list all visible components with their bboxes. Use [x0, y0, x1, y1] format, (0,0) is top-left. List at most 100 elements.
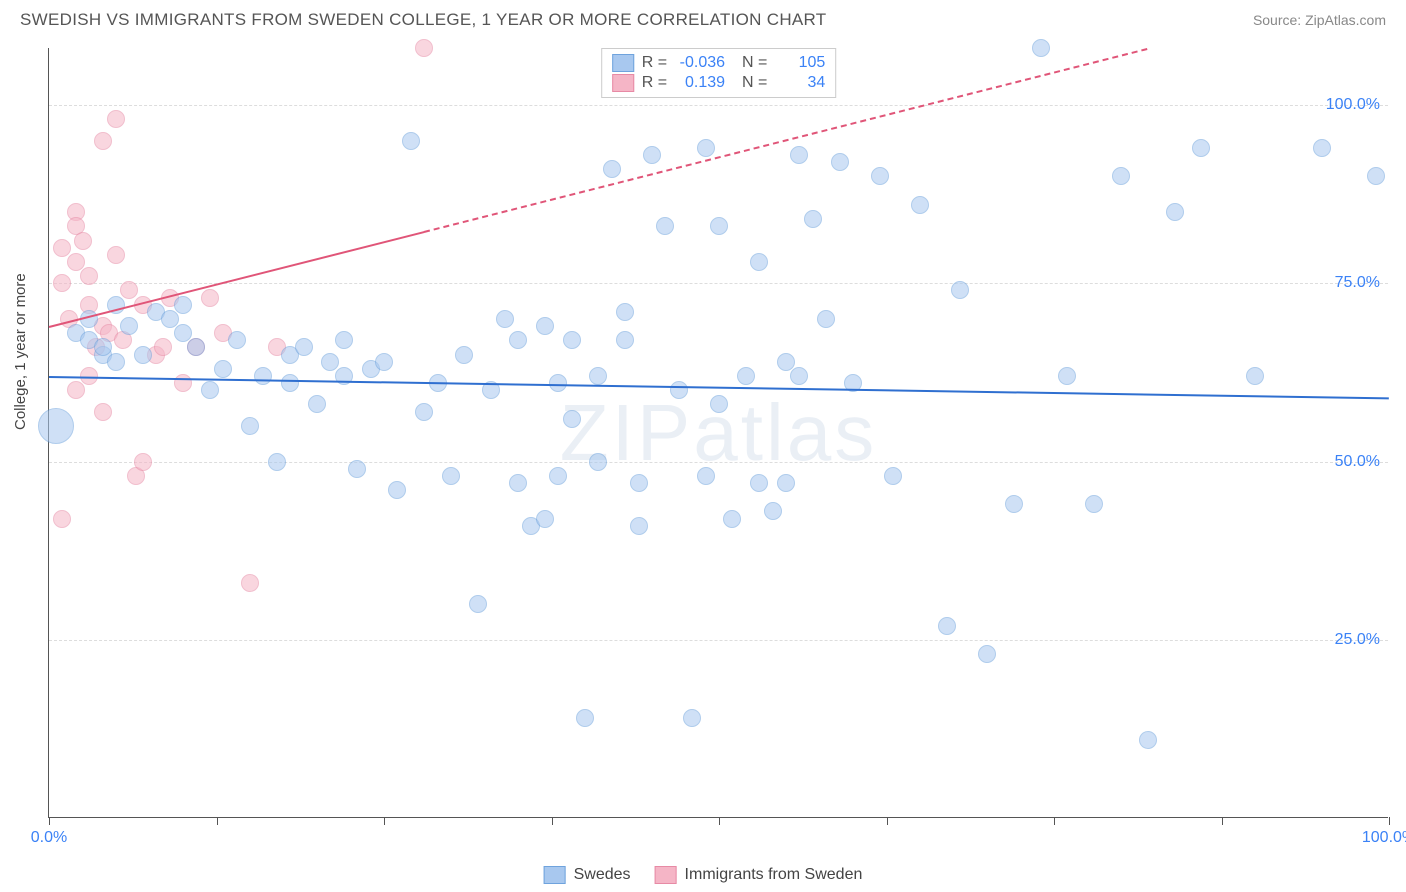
data-point [764, 502, 782, 520]
data-point [1166, 203, 1184, 221]
y-tick-label: 75.0% [1335, 274, 1380, 292]
x-tick-label: 100.0% [1362, 829, 1406, 847]
data-point [295, 338, 313, 356]
legend-item-immigrants: Immigrants from Sweden [655, 866, 863, 884]
bottom-legend: Swedes Immigrants from Sweden [544, 866, 863, 884]
x-tick [49, 817, 50, 825]
data-point [455, 346, 473, 364]
data-point [951, 281, 969, 299]
data-point [321, 353, 339, 371]
data-point [134, 453, 152, 471]
gridline [49, 283, 1388, 284]
data-point [536, 317, 554, 335]
data-point [174, 374, 192, 392]
data-point [308, 395, 326, 413]
data-point [1139, 731, 1157, 749]
data-point [375, 353, 393, 371]
data-point [415, 39, 433, 57]
data-point [174, 324, 192, 342]
gridline [49, 640, 1388, 641]
data-point [737, 367, 755, 385]
data-point [201, 289, 219, 307]
data-point [254, 367, 272, 385]
data-point [94, 403, 112, 421]
data-point [884, 467, 902, 485]
swedes-swatch-icon [612, 54, 634, 72]
data-point [589, 453, 607, 471]
data-point [509, 474, 527, 492]
data-point [603, 160, 621, 178]
data-point [496, 310, 514, 328]
data-point [777, 353, 795, 371]
n-label: N = [733, 74, 767, 92]
swedes-n-value: 105 [775, 54, 825, 72]
legend-item-swedes: Swedes [544, 866, 631, 884]
data-point [1112, 167, 1130, 185]
data-point [348, 460, 366, 478]
data-point [94, 338, 112, 356]
r-label: R = [642, 54, 667, 72]
data-point [241, 417, 259, 435]
y-tick-label: 100.0% [1326, 96, 1380, 114]
data-point [94, 132, 112, 150]
data-point [509, 331, 527, 349]
data-point [790, 367, 808, 385]
y-axis-label: College, 1 year or more [12, 273, 29, 430]
data-point [817, 310, 835, 328]
data-point [120, 317, 138, 335]
data-point [683, 709, 701, 727]
data-point [563, 410, 581, 428]
immigrants-r-value: 0.139 [675, 74, 725, 92]
data-point [161, 310, 179, 328]
immigrants-n-value: 34 [775, 74, 825, 92]
data-point [978, 645, 996, 663]
data-point [871, 167, 889, 185]
data-point [74, 232, 92, 250]
data-point [697, 139, 715, 157]
data-point [187, 338, 205, 356]
data-point [576, 709, 594, 727]
data-point [107, 353, 125, 371]
r-label: R = [642, 74, 667, 92]
data-point [750, 474, 768, 492]
source-label: Source: ZipAtlas.com [1253, 12, 1386, 28]
data-point [536, 510, 554, 528]
stats-legend-box: R = -0.036 N = 105 R = 0.139 N = 34 [601, 48, 837, 98]
data-point [268, 453, 286, 471]
data-point [80, 267, 98, 285]
data-point [241, 574, 259, 592]
x-tick [1222, 817, 1223, 825]
data-point [281, 374, 299, 392]
data-point [1313, 139, 1331, 157]
data-point [777, 474, 795, 492]
data-point [643, 146, 661, 164]
data-point [697, 467, 715, 485]
chart-title: SWEDISH VS IMMIGRANTS FROM SWEDEN COLLEG… [20, 10, 827, 30]
data-point [53, 274, 71, 292]
data-point [710, 395, 728, 413]
gridline [49, 462, 1388, 463]
data-point [442, 467, 460, 485]
data-point [1367, 167, 1385, 185]
data-point [402, 132, 420, 150]
data-point [616, 303, 634, 321]
data-point [335, 331, 353, 349]
data-point [53, 510, 71, 528]
data-point [120, 281, 138, 299]
x-tick [552, 817, 553, 825]
data-point [201, 381, 219, 399]
data-point [630, 517, 648, 535]
data-point [1032, 39, 1050, 57]
data-point [67, 381, 85, 399]
data-point [804, 210, 822, 228]
data-point [790, 146, 808, 164]
x-tick [1389, 817, 1390, 825]
data-point [723, 510, 741, 528]
data-point [388, 481, 406, 499]
data-point [154, 338, 172, 356]
data-point [563, 331, 581, 349]
data-point [831, 153, 849, 171]
data-point [107, 110, 125, 128]
immigrants-swatch-icon [612, 74, 634, 92]
data-point [1005, 495, 1023, 513]
